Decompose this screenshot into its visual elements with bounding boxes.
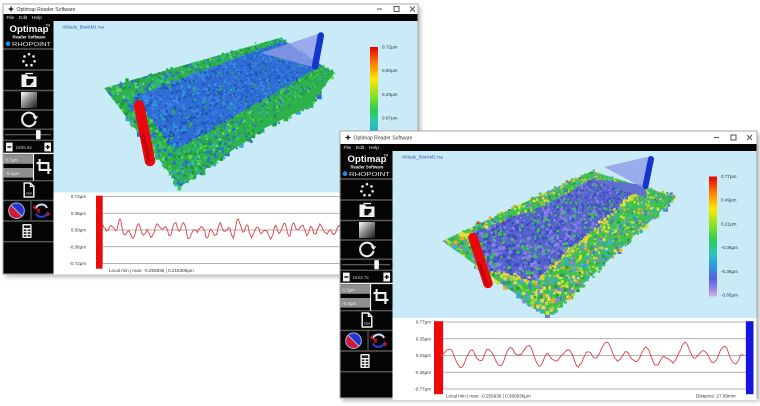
svg-text:Altitude_BlankM2.rsa: Altitude_BlankM2.rsa <box>402 155 444 160</box>
svg-text:Optimap Reader Software: Optimap Reader Software <box>17 7 76 13</box>
svg-text:Help: Help <box>369 145 379 151</box>
svg-text:0.00µm: 0.00µm <box>71 228 86 233</box>
svg-text:TM: TM <box>384 154 389 158</box>
svg-text:Optimap: Optimap <box>10 24 49 35</box>
svg-text:Reader Software: Reader Software <box>12 35 46 40</box>
svg-text:0.77µm: 0.77µm <box>416 320 431 325</box>
svg-text:-0.36µm: -0.36µm <box>414 370 431 375</box>
svg-text:Edit: Edit <box>19 15 28 21</box>
svg-text:0.49µm: 0.49µm <box>721 198 737 203</box>
svg-text:-0.36µm: -0.36µm <box>721 269 738 274</box>
svg-text:Distance: 27.99mm: Distance: 27.99mm <box>696 393 736 398</box>
svg-text:0.03µm: 0.03µm <box>416 353 431 358</box>
svg-text:-0.65µm: -0.65µm <box>721 293 738 298</box>
svg-text:Optimap: Optimap <box>348 154 387 165</box>
svg-text:Edit: Edit <box>356 145 365 151</box>
svg-text:TM: TM <box>46 24 51 28</box>
svg-text:1623.7x: 1623.7x <box>353 275 370 280</box>
svg-text:Local min | max: -0.255936 |: Local min | max: -0.255936 | 0.216309µm <box>109 268 194 273</box>
svg-text:File: File <box>7 15 15 21</box>
svg-text:-0.72µm: -0.72µm <box>69 261 86 266</box>
svg-text:0.07µm: 0.07µm <box>382 116 398 121</box>
svg-text:0.29µm: 0.29µm <box>382 92 398 97</box>
svg-text:-0.4µm: -0.4µm <box>6 171 20 176</box>
svg-text:Help: Help <box>32 15 42 21</box>
svg-text:RHOPOINT: RHOPOINT <box>12 42 51 48</box>
svg-text:Optimap Reader Software: Optimap Reader Software <box>354 136 413 142</box>
svg-text:-0.77µm: -0.77µm <box>414 387 431 392</box>
svg-text:File: File <box>344 145 352 151</box>
svg-text:Altitude_BlankM1.rsa: Altitude_BlankM1.rsa <box>63 25 105 30</box>
svg-text:0.72µm: 0.72µm <box>71 194 86 199</box>
svg-text:-0.36µm: -0.36µm <box>69 244 86 249</box>
svg-text:Reader Software: Reader Software <box>350 165 384 170</box>
svg-text:0.36µm: 0.36µm <box>71 211 86 216</box>
svg-text:0.50µm: 0.50µm <box>382 68 398 73</box>
svg-text:-0.4µm: -0.4µm <box>343 301 357 306</box>
svg-text:0.7µm: 0.7µm <box>6 157 19 162</box>
svg-text:0.35µm: 0.35µm <box>416 336 431 341</box>
svg-text:-0.08µm: -0.08µm <box>721 245 738 250</box>
svg-text:0.21µm: 0.21µm <box>721 221 737 226</box>
svg-text:0.77µm: 0.77µm <box>721 174 737 179</box>
svg-text:0.72µm: 0.72µm <box>382 45 398 50</box>
svg-text:0.7µm: 0.7µm <box>343 287 356 292</box>
svg-text:RHOPOINT: RHOPOINT <box>349 172 391 178</box>
svg-text:Local min | max: -0.255936 |: Local min | max: -0.255936 | 0.360536µm <box>446 393 531 398</box>
svg-text:1605.6x: 1605.6x <box>16 145 33 150</box>
